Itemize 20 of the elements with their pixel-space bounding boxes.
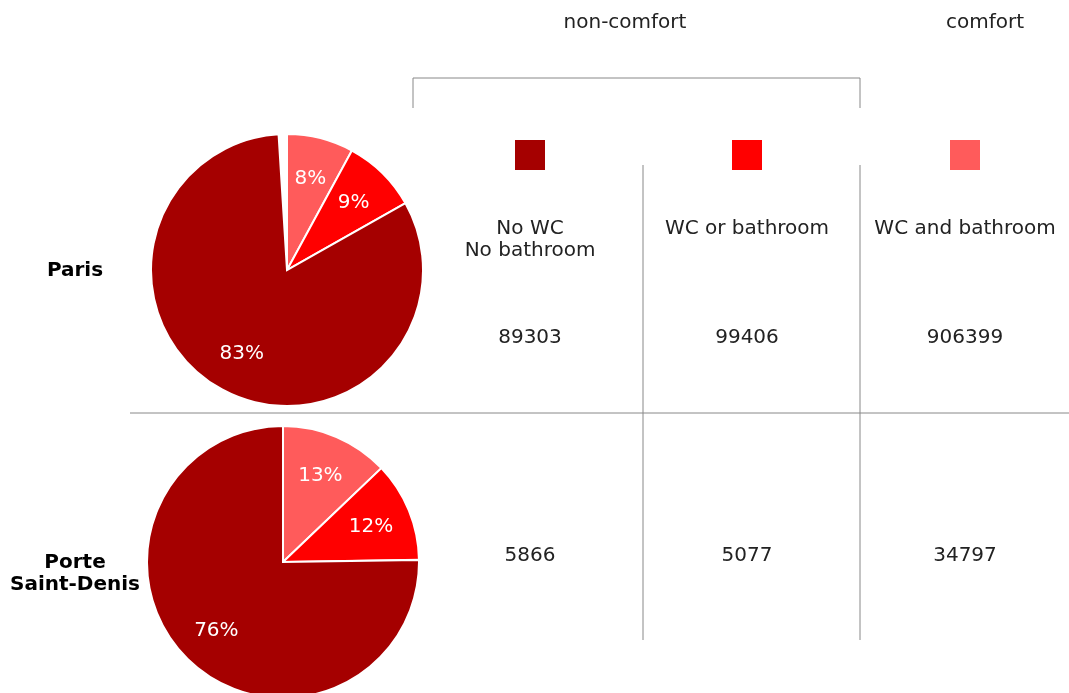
category-label: No WC No bathroom	[464, 215, 596, 261]
data-label: 89303	[498, 324, 562, 348]
category-label: WC or bathroom	[664, 215, 830, 239]
pie-slice	[150, 133, 424, 407]
data-label: 34797	[933, 542, 997, 566]
data-label: 83%	[219, 340, 264, 365]
text: comfort	[945, 9, 1025, 33]
text: non-comfort	[563, 9, 687, 33]
category-label: WC and bathroom	[874, 215, 1056, 239]
data-label: 5866	[504, 542, 556, 566]
data-label: 8%	[294, 164, 327, 189]
data-label: 99406	[715, 324, 779, 348]
data-label: 9%	[337, 189, 370, 214]
data-label: 76%	[194, 616, 239, 641]
text: Porte Saint-Denis	[9, 549, 141, 595]
data-label: 906399	[926, 324, 1004, 348]
text: Paris	[46, 257, 104, 281]
data-label: 5077	[721, 542, 773, 566]
data-label: 12%	[348, 512, 394, 537]
data-label: 13%	[298, 461, 343, 486]
